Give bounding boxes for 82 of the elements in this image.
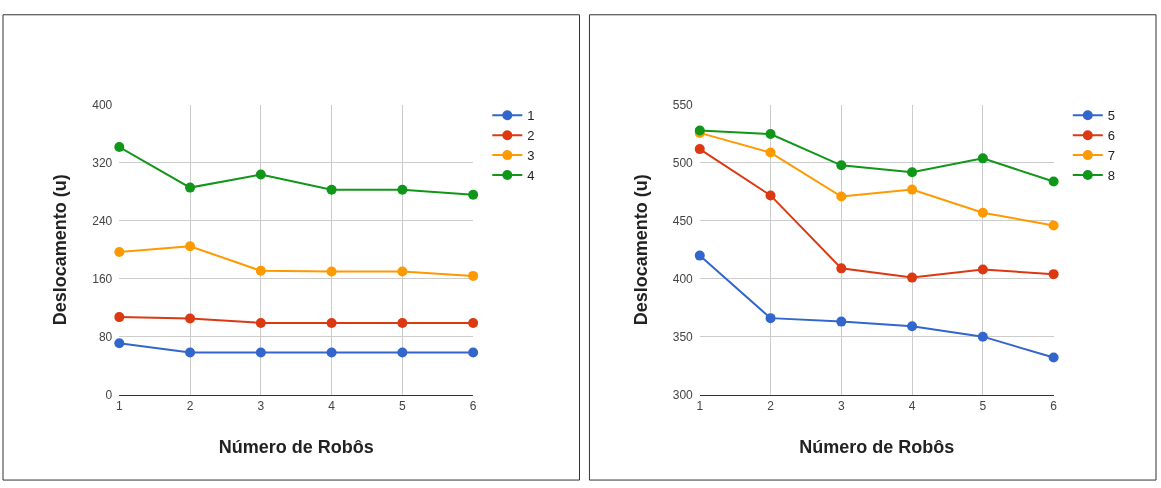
x-tick-label: 2: [186, 398, 194, 413]
point: [255, 169, 266, 180]
legend-label: 3: [527, 148, 535, 164]
y-axis-title: Deslocamento (u): [50, 174, 71, 326]
legend-label: 7: [1107, 148, 1116, 164]
y-tick-label: 0: [105, 387, 113, 402]
point: [185, 313, 196, 324]
x-tick-label: 1: [696, 398, 704, 413]
x-tick-label: 4: [908, 398, 916, 413]
point: [255, 265, 266, 276]
y-tick-label: 550: [672, 98, 694, 113]
point: [397, 347, 408, 358]
point: [765, 147, 776, 158]
point: [397, 184, 408, 195]
point: [765, 313, 776, 324]
x-axis-title: Número de Robôs: [218, 437, 374, 458]
point: [397, 266, 408, 277]
point: [114, 338, 125, 349]
x-tick-label: 1: [115, 398, 123, 413]
legend-label: 4: [527, 168, 535, 184]
y-tick-label: 80: [98, 329, 113, 344]
x-tick-label: 2: [767, 398, 775, 413]
legend-label: 1: [527, 108, 535, 124]
point: [468, 189, 479, 200]
point: [185, 182, 196, 193]
y-tick-label: 500: [672, 156, 694, 171]
point: [977, 264, 988, 275]
x-tick-label: 3: [837, 398, 845, 413]
legend-label: 2: [527, 128, 535, 144]
point: [1048, 269, 1059, 280]
point: [255, 347, 266, 358]
x-tick-label: 4: [328, 398, 336, 413]
y-axis-title: Deslocamento (u): [630, 174, 651, 326]
point: [907, 167, 918, 178]
point: [397, 317, 408, 328]
x-tick-label: 3: [257, 398, 265, 413]
point: [114, 142, 125, 153]
point: [765, 190, 776, 201]
point: [326, 317, 337, 328]
y-tick-label: 300: [672, 387, 694, 402]
point: [907, 321, 918, 332]
y-tick-label: 400: [92, 98, 113, 113]
point: [836, 191, 847, 202]
legend-label: 6: [1107, 128, 1116, 144]
y-tick-label: 320: [92, 156, 113, 171]
point: [114, 312, 125, 323]
y-tick-label: 350: [672, 329, 694, 344]
point: [326, 347, 337, 358]
x-tick-label: 6: [469, 398, 477, 413]
x-tick-label: 5: [979, 398, 987, 413]
point: [765, 129, 776, 140]
y-tick-label: 450: [672, 214, 694, 229]
x-tick-label: 5: [399, 398, 407, 413]
point: [1048, 176, 1059, 187]
x-axis-title: Número de Robôs: [799, 437, 955, 458]
point: [326, 266, 337, 277]
point: [694, 144, 705, 155]
point: [977, 331, 988, 342]
point: [1048, 352, 1059, 363]
point: [114, 247, 125, 257]
x-tick-label: 6: [1050, 398, 1058, 413]
legend-label: 8: [1107, 168, 1116, 184]
point: [468, 270, 479, 281]
point: [326, 184, 337, 195]
y-tick-label: 240: [92, 214, 113, 229]
y-tick-label: 400: [672, 271, 694, 286]
point: [977, 153, 988, 164]
point: [836, 263, 847, 274]
legend-label: 5: [1107, 108, 1116, 124]
point: [836, 160, 847, 171]
point: [255, 317, 266, 328]
point: [907, 272, 918, 283]
point: [977, 207, 988, 218]
point: [468, 347, 479, 358]
point: [185, 241, 196, 252]
point: [468, 317, 479, 328]
y-tick-label: 160: [92, 271, 113, 286]
point: [907, 184, 918, 195]
point: [1048, 220, 1059, 231]
point: [836, 316, 847, 327]
point: [694, 250, 705, 261]
point: [185, 347, 196, 358]
